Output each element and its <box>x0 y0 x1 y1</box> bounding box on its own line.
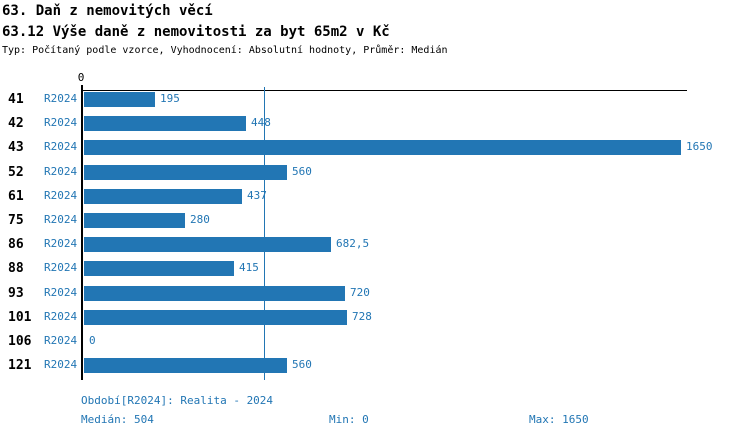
page-title: 63. Daň z nemovitých věcí <box>2 3 213 19</box>
x-axis-zero-tick-label: 0 <box>77 71 85 84</box>
row-series-label: R2024 <box>44 140 78 153</box>
bar <box>84 358 287 373</box>
bar-value-label: 728 <box>352 310 372 323</box>
bar-value-label: 682,5 <box>336 237 370 250</box>
bar-value-label: 415 <box>239 261 259 274</box>
bar-value-label: 448 <box>251 116 271 129</box>
median-line <box>264 87 265 380</box>
bar <box>84 116 246 131</box>
period-label: Období[R2024]: Realita - 2024 <box>81 394 274 407</box>
row-series-label: R2024 <box>44 261 78 274</box>
row-category-label: 101 <box>8 310 32 325</box>
y-axis-line <box>81 85 83 380</box>
row-category-label: 41 <box>8 92 24 107</box>
row-category-label: 86 <box>8 237 24 252</box>
bar <box>84 261 234 276</box>
row-series-label: R2024 <box>44 213 78 226</box>
row-category-label: 106 <box>8 334 32 349</box>
row-category-label: 42 <box>8 116 24 131</box>
x-axis-line <box>82 90 687 91</box>
bar <box>84 189 242 204</box>
row-category-label: 88 <box>8 261 24 276</box>
min-stat: Min: 0 <box>329 413 369 426</box>
row-category-label: 121 <box>8 358 32 373</box>
bar-value-label: 280 <box>190 213 210 226</box>
row-series-label: R2024 <box>44 334 78 347</box>
bar <box>84 165 287 180</box>
row-series-label: R2024 <box>44 116 78 129</box>
row-series-label: R2024 <box>44 189 78 202</box>
row-category-label: 75 <box>8 213 24 228</box>
row-series-label: R2024 <box>44 165 78 178</box>
row-series-label: R2024 <box>44 286 78 299</box>
row-series-label: R2024 <box>44 358 78 371</box>
row-series-label: R2024 <box>44 237 78 250</box>
row-series-label: R2024 <box>44 92 78 105</box>
bar-value-label: 1650 <box>686 140 713 153</box>
chart-meta-info: Typ: Počítaný podle vzorce, Vyhodnocení:… <box>2 45 448 56</box>
row-category-label: 52 <box>8 165 24 180</box>
bar <box>84 92 155 107</box>
row-category-label: 93 <box>8 286 24 301</box>
median-stat: Medián: 504 <box>81 413 154 426</box>
bar-value-label: 437 <box>247 189 267 202</box>
bar-value-label: 560 <box>292 165 312 178</box>
max-stat: Max: 1650 <box>529 413 589 426</box>
row-category-label: 61 <box>8 189 24 204</box>
bar-value-label: 0 <box>89 334 96 347</box>
row-category-label: 43 <box>8 140 24 155</box>
bar <box>84 140 681 155</box>
bar <box>84 237 331 252</box>
row-series-label: R2024 <box>44 310 78 323</box>
bar-value-label: 560 <box>292 358 312 371</box>
bar-value-label: 720 <box>350 286 370 299</box>
chart-title: 63.12 Výše daně z nemovitosti za byt 65m… <box>2 24 390 40</box>
bar <box>84 213 185 228</box>
bar-value-label: 195 <box>160 92 180 105</box>
bar <box>84 286 345 301</box>
bar <box>84 310 347 325</box>
